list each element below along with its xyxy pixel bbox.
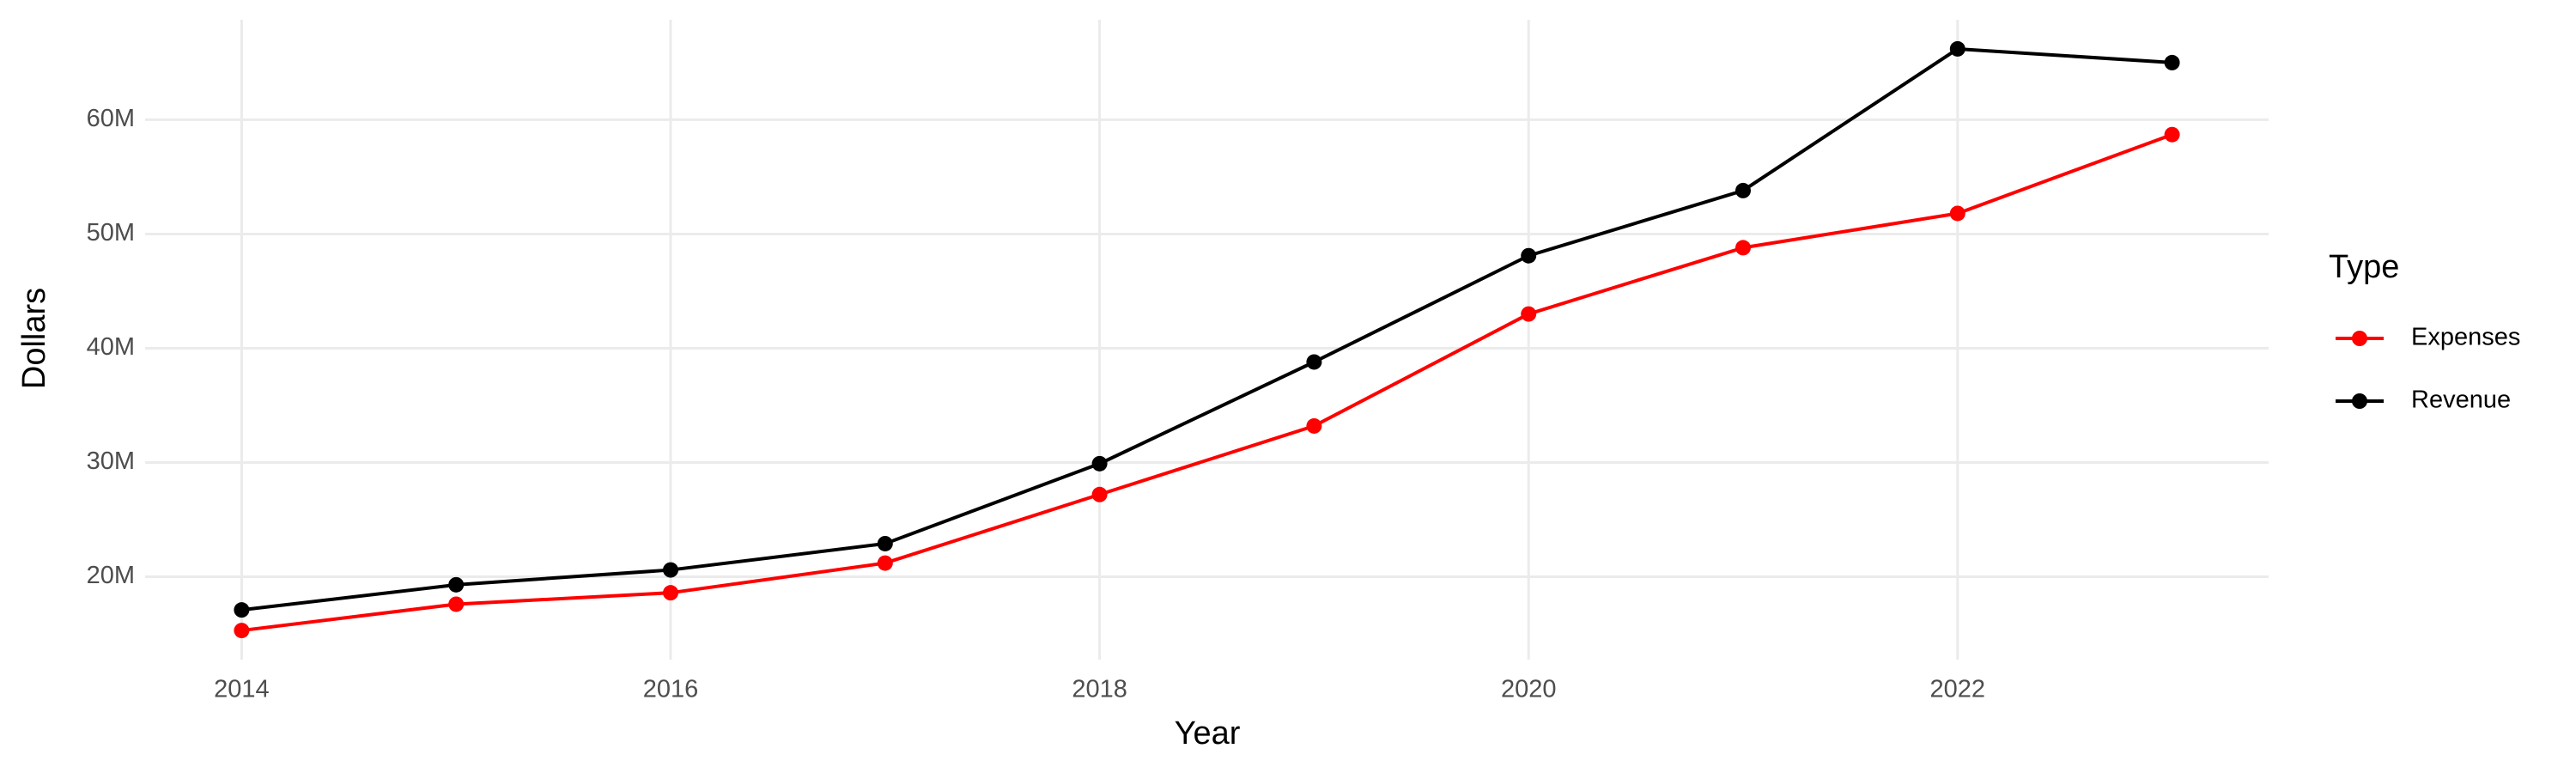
legend-title: Type [2329, 249, 2399, 285]
data-point [1735, 240, 1751, 256]
x-tick-label: 2014 [214, 676, 270, 703]
grid [145, 20, 2269, 660]
legend-marker [2352, 393, 2367, 409]
y-tick-label: 40M [87, 333, 135, 361]
data-point [234, 623, 250, 639]
data-point [877, 535, 893, 551]
data-point [448, 576, 465, 593]
data-point [1949, 205, 1965, 222]
series-line [241, 46, 2172, 612]
data-point [1735, 182, 1751, 198]
y-tick-label: 20M [87, 562, 135, 589]
data-point [877, 555, 893, 571]
data-point [1091, 486, 1108, 502]
data-point [1521, 306, 1537, 322]
x-tick-label: 2016 [643, 676, 699, 703]
x-tick-label: 2018 [1072, 676, 1127, 703]
data-point [1521, 247, 1537, 264]
data-point [2164, 54, 2180, 70]
y-axis-title: Dollars [16, 288, 52, 389]
data-point [1306, 354, 1322, 370]
data-point [663, 585, 679, 601]
y-tick-label: 50M [87, 219, 135, 247]
x-tick-label: 2022 [1930, 676, 1986, 703]
data-point [1306, 417, 1322, 434]
x-axis-title: Year [1175, 715, 1241, 752]
data-point [234, 602, 250, 618]
data-point [1949, 40, 1965, 57]
y-tick-label: 30M [87, 447, 135, 475]
legend-label: Revenue [2411, 386, 2511, 414]
series-line [241, 132, 2173, 633]
legend-marker [2352, 331, 2367, 346]
legend-label: Expenses [2411, 324, 2520, 351]
x-tick-label: 2020 [1501, 676, 1557, 703]
data-point [448, 596, 465, 612]
data-point [2164, 126, 2180, 143]
data-point [663, 562, 679, 578]
data-point [1091, 455, 1108, 472]
y-tick-label: 60M [87, 105, 135, 132]
